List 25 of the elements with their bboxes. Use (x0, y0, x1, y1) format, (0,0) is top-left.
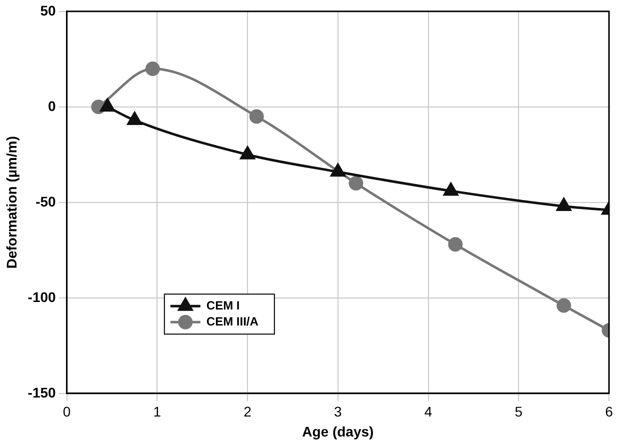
point (330, 164, 346, 177)
point (556, 198, 572, 211)
y-tick-label: -150 (28, 384, 56, 400)
y-tick-label: 0 (48, 98, 56, 114)
point (448, 237, 463, 252)
x-tick-label: 2 (244, 404, 252, 420)
y-axis-title: Deformation (µm/m) (3, 136, 20, 269)
point (348, 176, 364, 191)
x-tick-label: 3 (334, 404, 342, 420)
point (556, 298, 572, 313)
y-tick-label: -100 (28, 288, 56, 305)
x-tick-label: 4 (424, 404, 432, 420)
y-tick-label: -50 (36, 193, 56, 210)
legend-label: CEM I (206, 298, 240, 312)
legend-label: CEM III/A (206, 314, 259, 328)
x-tick-label: 6 (605, 404, 614, 420)
x-tick-label: 1 (153, 404, 162, 420)
x-tick-label: 0 (62, 404, 71, 420)
point (240, 146, 255, 160)
point (444, 182, 458, 196)
point (127, 112, 142, 126)
x-axis-title: Age (days) (302, 423, 374, 440)
x-tick-label: 5 (514, 404, 523, 420)
y-tick-label: 50 (40, 2, 56, 18)
point (100, 98, 115, 112)
